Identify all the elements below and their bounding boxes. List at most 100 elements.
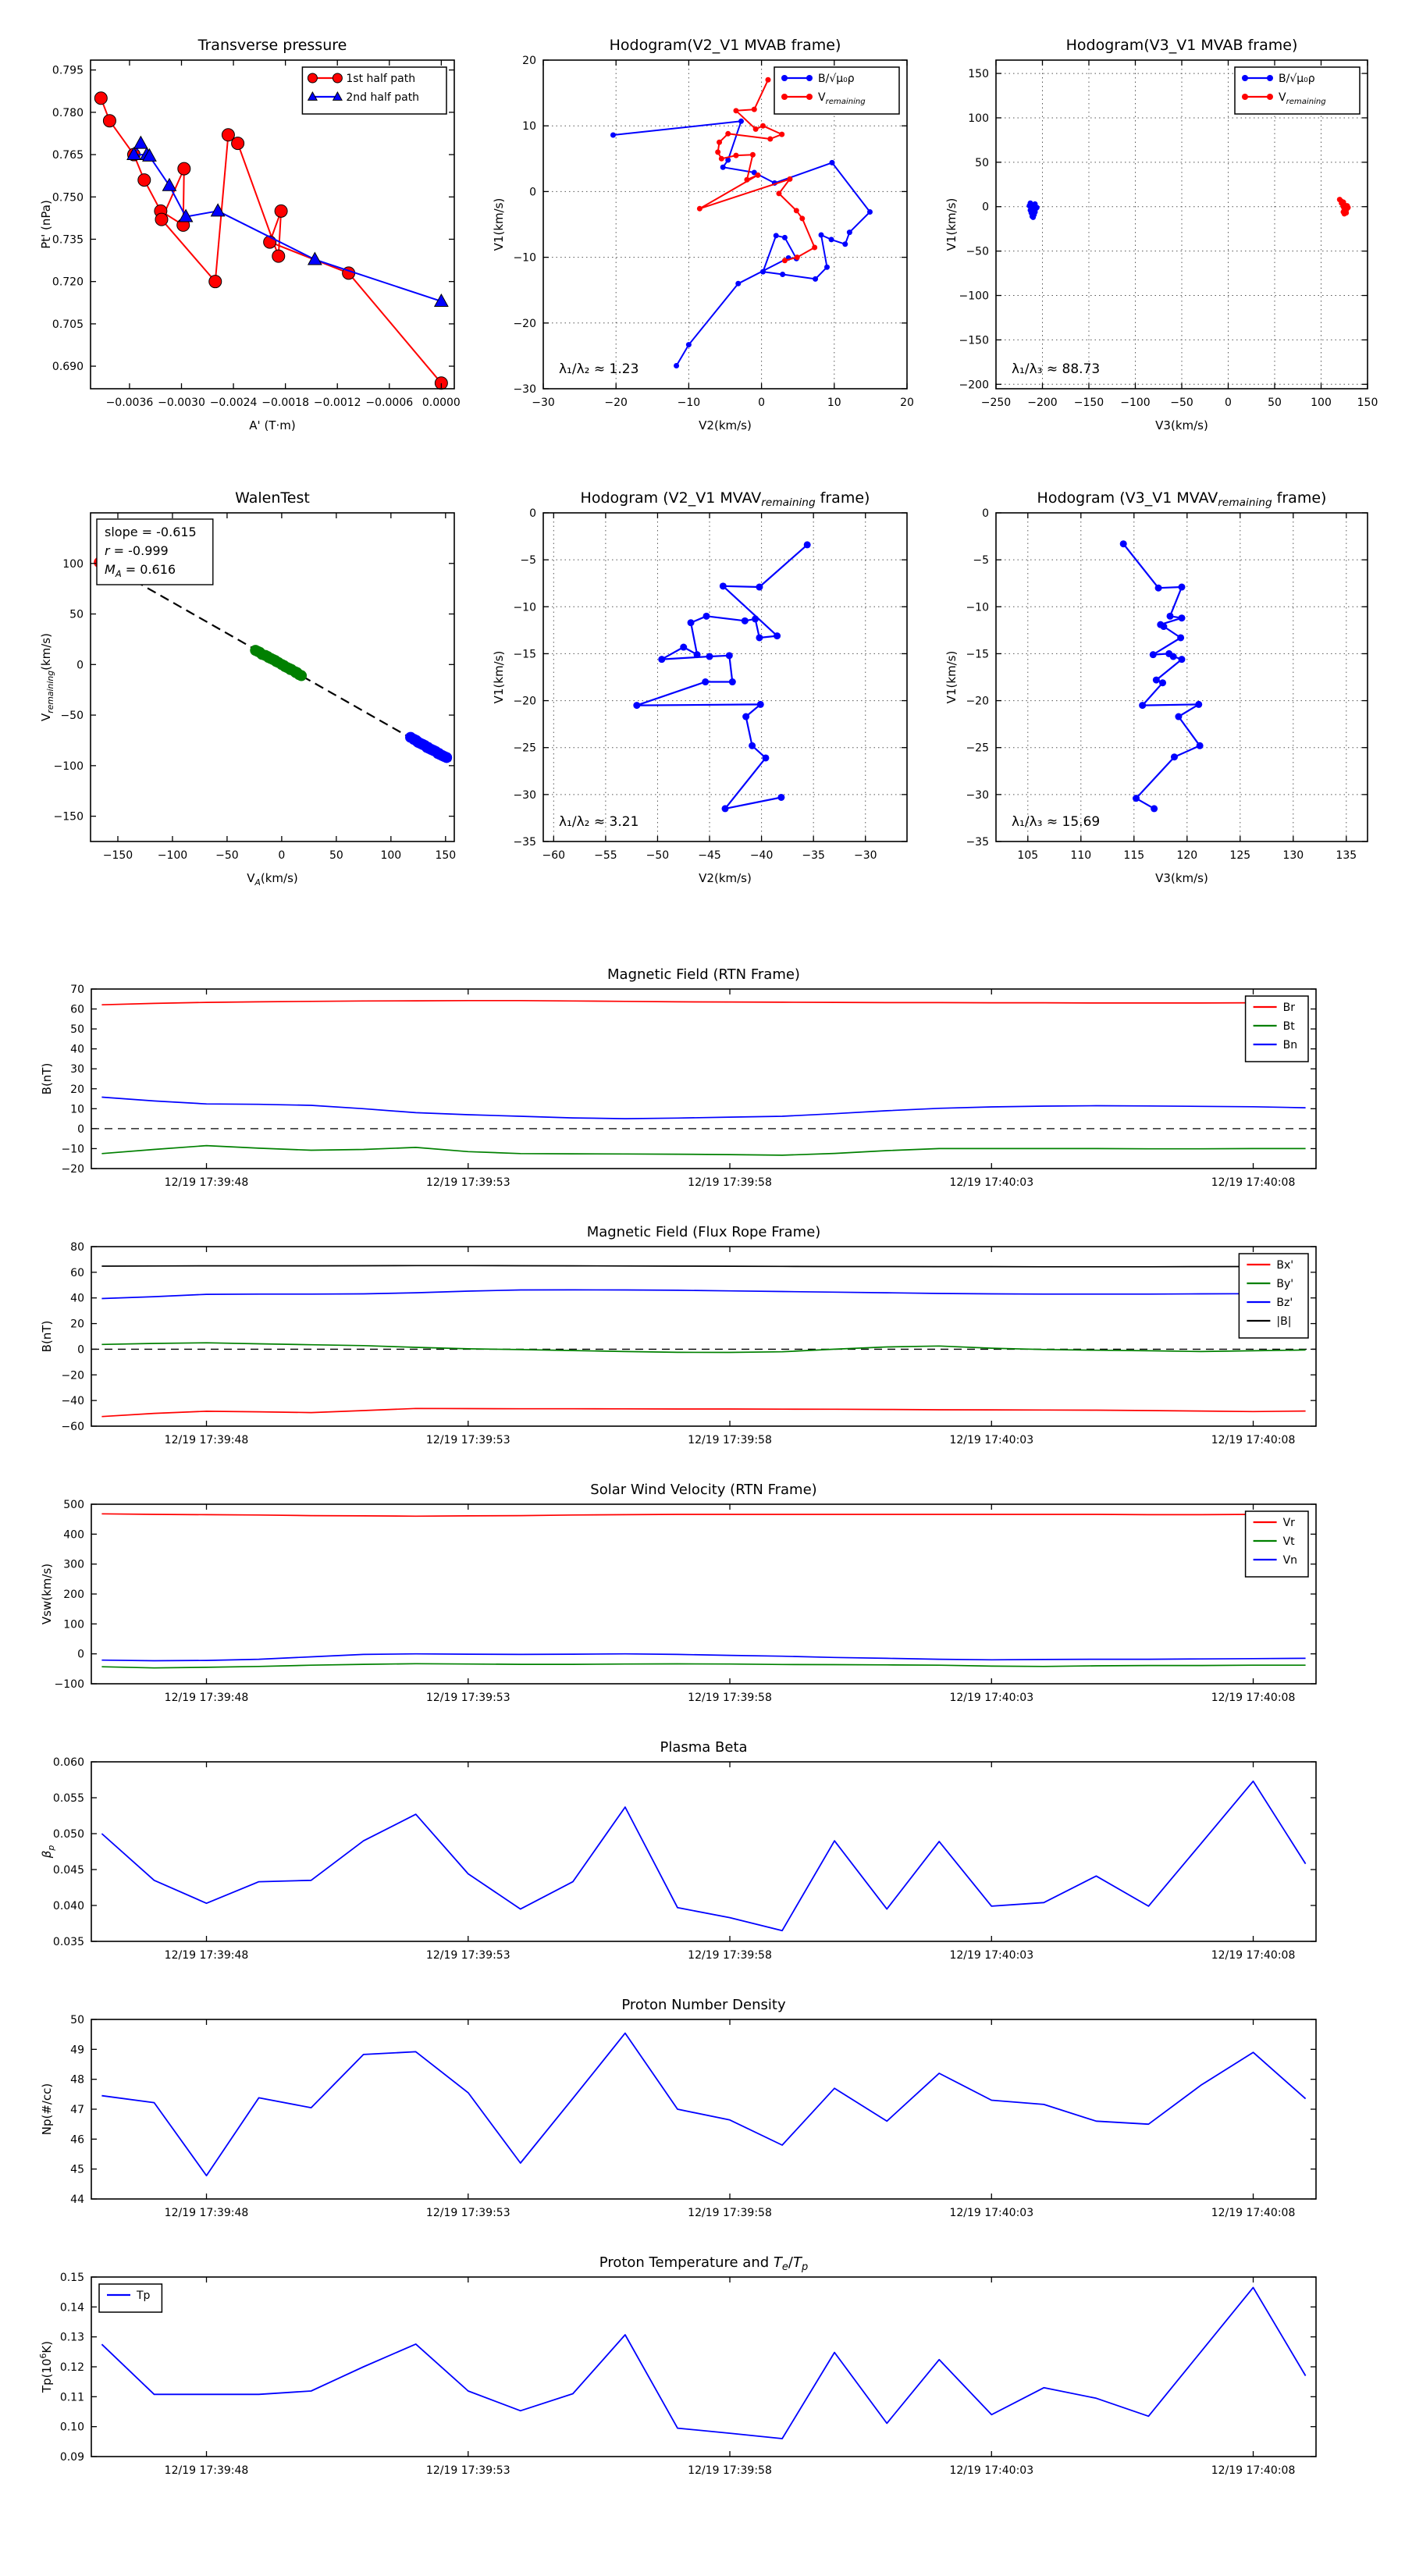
y-tick-label: 0 [77,1649,84,1661]
y-tick-label: 0.045 [53,1864,84,1877]
x-tick-label: 12/19 17:39:48 [165,2464,249,2477]
y-tick-label: 500 [63,1499,84,1511]
x-tick-label: 12/19 17:40:03 [949,2207,1033,2219]
chart-plasma-beta: 12/19 17:39:48 12/19 17:39:53 12/19 17:39:… [31,1729,1374,1987]
plasma-beta-svg: 12/19 17:39:48 12/19 17:39:53 12/19 17:39:… [40,1739,1317,1962]
series-Vn [101,1653,1306,1662]
x-tick-label: −0.0018 [261,397,309,409]
plot-frame [91,2276,1317,2457]
axis-ticks: −60 −55 −50 −45 −40 −35 −30 0 −5 −10 −15 −20 −25 −30 −… [513,507,907,862]
y-tick-label: 100 [968,112,989,125]
x-tick-label: 12/19 17:39:48 [165,1434,249,1446]
legend-label: |B| [1276,1315,1291,1328]
x-tick-label: 0 [1225,397,1232,409]
y-tick-label: −40 [61,1395,84,1407]
chart-solar-wind-velocity: 12/19 17:39:48 12/19 17:39:53 12/19 17:39:… [31,1471,1374,1729]
x-tick-label: −30 [532,397,555,409]
chart-hodogram-v2v1-mvav: −60 −55 −50 −45 −40 −35 −30 0 −5 −10 −15 −20 −25 −30 −… [484,472,921,913]
x-tick-label: −50 [646,849,670,862]
y-tick-label: −20 [513,696,536,708]
series-Tp [101,2286,1307,2439]
legend: B/√μ₀ρ Vremaining​ [774,66,900,115]
y-tick-label: −50 [60,710,84,722]
chart-title: Magnetic Field (Flux Rope Frame) [587,1224,821,1240]
chart-hodogram-v2v1-mvab: −30 −20 −10 0 10 20 −30 −20 −10 0 10 20 Hodogram(V2_… [484,20,921,461]
x-tick-label: 120 [1176,849,1197,862]
x-tick-label: 115 [1123,849,1144,862]
y-tick-label: 45 [70,2164,84,2176]
axis-ticks: 12/19 17:39:48 12/19 17:39:53 12/19 17:39:… [55,1499,1316,1704]
y-tick-label: −10 [61,1143,84,1155]
proton-number-density-svg: 12/19 17:39:48 12/19 17:39:53 12/19 17:39:… [40,1997,1317,2219]
plot-frame [542,512,908,842]
y-tick-label: −30 [513,383,536,396]
chart-title: Proton Number Density [621,1997,786,2013]
series-fit-line [95,557,452,762]
y-tick-label: 100 [62,558,84,571]
hodogram-v3v1-mvab-svg: −250 −200 −150 −100 −50 0 50 100 150 −200 −150 −100… [944,37,1378,432]
y-tick-label: −10 [513,601,536,614]
legend: B/√μ₀ρ Vremaining​ [1234,66,1361,115]
chart-hodogram-v3v1-mvav: 105 110 115 120 125 130 135 0 −5 −10 −15 −20 −25 −30 −… [937,472,1389,913]
y-tick-label: 10 [70,1103,84,1115]
y-tick-label: 44 [70,2194,84,2206]
legend-label: Bz' [1276,1297,1293,1309]
x-tick-label: −0.0012 [314,397,361,409]
y-tick-label: 0.735 [52,233,84,246]
x-tick-label: 20 [900,397,914,409]
y-tick-label: −150 [54,811,84,824]
plot-frame [90,512,455,842]
y-tick-label: −10 [966,601,989,614]
y-axis-label: V1(km/s) [944,651,959,704]
legend-label: 1st half path [346,73,415,85]
series-V-remaining [1336,197,1351,217]
chart-title: WalenTest [235,489,310,507]
x-tick-label: −20 [604,397,628,409]
x-tick-label: 12/19 17:39:53 [426,1176,510,1189]
x-tick-label: 110 [1070,849,1091,862]
x-tick-label: 150 [1357,397,1378,409]
y-tick-label: −20 [513,318,536,330]
y-tick-label: −30 [513,789,536,802]
x-tick-label: 12/19 17:40:03 [949,1434,1033,1446]
y-tick-label: 0.09 [60,2451,84,2464]
axis-ticks: 12/19 17:39:48 12/19 17:39:53 12/19 17:39:… [61,984,1316,1189]
legend: Tp [98,2283,163,2313]
series-Bt [101,1144,1306,1156]
legend-label: Bx' [1276,1259,1293,1272]
x-tick-label: 12/19 17:40:08 [1211,1176,1296,1189]
series-v-path [633,541,811,813]
y-tick-label: 0.720 [52,276,84,289]
y-tick-label: 0.795 [52,65,84,77]
y-tick-label: −30 [966,789,989,802]
x-tick-label: −10 [678,397,701,409]
x-tick-label: −40 [750,849,774,862]
x-tick-label: 12/19 17:39:48 [165,1176,249,1189]
chart-title: Magnetic Field (RTN Frame) [607,966,800,983]
x-tick-label: 50 [329,849,343,862]
legend-label: Vremaining​ [1279,91,1326,106]
y-tick-label: 50 [70,2014,84,2026]
y-tick-label: −15 [966,648,989,660]
transverse-pressure-svg: −0.0036 −0.0030 −0.0024 −0.0018 −0.0012 −0.00… [39,37,461,432]
series-1st half path [94,91,448,390]
x-tick-label: −250 [981,397,1011,409]
x-tick-label: 12/19 17:39:48 [165,1692,249,1704]
legend-label: Vt [1283,1535,1296,1548]
axis-ticks: −0.0036 −0.0030 −0.0024 −0.0018 −0.0012 −0.00… [52,60,461,409]
y-axis-label: Vsw(km/s) [40,1564,54,1624]
chart-magnetic-field-rtn: 12/19 17:39:48 12/19 17:39:53 12/19 17:39:… [31,956,1374,1214]
y-tick-label: 400 [63,1528,84,1541]
series-2nd half path [126,135,449,307]
y-tick-label: 49 [70,2044,84,2056]
y-tick-label: 100 [63,1618,84,1631]
x-tick-label: −0.0030 [158,397,205,409]
x-tick-label: 12/19 17:39:48 [165,1949,249,1962]
y-tick-label: 0 [982,507,989,520]
axis-ticks: 105 110 115 120 125 130 135 0 −5 −10 −15 −20 −25 −30 −… [966,507,1368,862]
x-tick-label: 12/19 17:40:08 [1211,1949,1296,1962]
y-tick-label: −5 [520,554,536,567]
y-tick-label: −35 [513,836,536,849]
y-tick-label: 0.690 [52,361,84,373]
x-tick-label: 12/19 17:39:53 [426,1949,510,1962]
